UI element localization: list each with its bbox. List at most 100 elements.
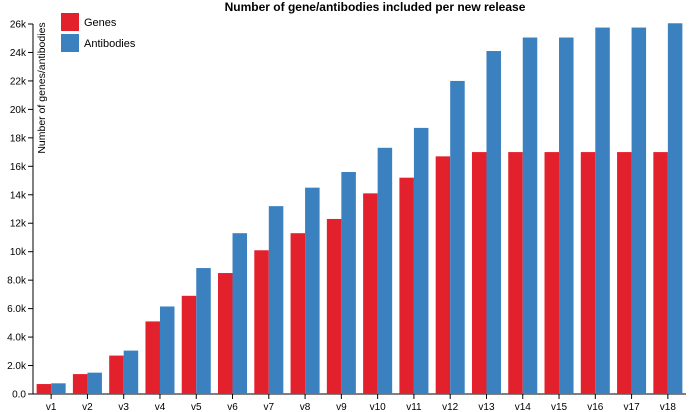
x-tick-label: v14 — [515, 402, 532, 412]
x-tick: v12 — [442, 394, 459, 412]
x-tick-label: v17 — [624, 402, 641, 412]
bar-genes-v11 — [399, 177, 414, 394]
x-tick: v17 — [624, 394, 641, 412]
y-tick: 6.0k — [7, 304, 33, 315]
legend-label-antibodies: Antibodies — [84, 38, 136, 50]
bar-antibodies-v11 — [413, 127, 429, 394]
bar-antibodies-v4 — [159, 306, 175, 394]
chart-title: Number of gene/antibodies included per n… — [225, 0, 526, 14]
y-tick: 24k — [10, 48, 33, 59]
bar-antibodies-v12 — [450, 80, 465, 394]
bar-antibodies-v1 — [51, 383, 66, 394]
bar-antibodies-v17 — [631, 27, 647, 395]
x-tick: v11 — [406, 394, 422, 412]
x-tick: v1 — [46, 394, 57, 412]
x-tick: v8 — [300, 394, 311, 412]
legend-label-genes: Genes — [84, 17, 117, 29]
x-tick-label: v1 — [46, 402, 57, 412]
bar-genes-v6 — [218, 273, 233, 394]
x-tick-label: v8 — [300, 402, 311, 412]
bar-antibodies-v2 — [87, 372, 102, 394]
y-tick: 26k — [10, 20, 33, 31]
bar-genes-v8 — [290, 233, 306, 394]
bar-antibodies-v10 — [377, 147, 393, 394]
bar-genes-v2 — [72, 374, 88, 394]
x-tick: v4 — [155, 394, 166, 412]
bar-genes-v3 — [109, 355, 124, 394]
bar-antibodies-v15 — [559, 37, 574, 395]
bar-antibodies-v3 — [123, 350, 139, 394]
x-tick: v9 — [336, 394, 347, 412]
y-tick: 0.0 — [12, 390, 33, 401]
bar-genes-v10 — [363, 193, 378, 394]
y-tick-label: 16k — [10, 162, 27, 173]
x-tick: v15 — [551, 394, 568, 412]
y-tick-label: 0.0 — [12, 390, 26, 401]
x-tick-label: v3 — [118, 402, 129, 412]
y-tick-label: 6.0k — [7, 304, 27, 315]
bars-group — [36, 23, 683, 395]
y-tick-label: 4.0k — [7, 333, 27, 344]
y-axis-label: Number of genes/antibodies — [36, 22, 48, 153]
x-tick-label: v16 — [587, 402, 604, 412]
y-tick: 2.0k — [7, 361, 33, 372]
y-tick: 22k — [10, 76, 33, 87]
y-tick: 8.0k — [7, 276, 33, 287]
x-tick: v10 — [370, 394, 387, 412]
x-tick: v3 — [118, 394, 129, 412]
bar-antibodies-v18 — [667, 23, 683, 395]
y-tick: 20k — [10, 105, 33, 116]
x-tick-label: v13 — [478, 402, 495, 412]
bar-antibodies-v13 — [486, 51, 501, 395]
x-tick-label: v11 — [406, 402, 422, 412]
y-tick: 4.0k — [7, 333, 33, 344]
x-tick-label: v18 — [660, 402, 677, 412]
bar-genes-v9 — [326, 218, 342, 394]
bar-antibodies-v5 — [196, 268, 211, 394]
bar-genes-v13 — [471, 152, 487, 394]
y-tick-label: 8.0k — [7, 276, 27, 287]
x-tick-label: v10 — [370, 402, 387, 412]
bar-genes-v5 — [181, 295, 197, 394]
x-tick-label: v15 — [551, 402, 568, 412]
x-tick-label: v4 — [155, 402, 166, 412]
bar-genes-v14 — [508, 152, 523, 394]
legend: Genes Antibodies — [61, 13, 136, 52]
y-tick-label: 14k — [10, 190, 27, 201]
x-tick: v2 — [82, 394, 93, 412]
y-tick-label: 24k — [10, 48, 27, 59]
x-tick-label: v7 — [264, 402, 275, 412]
bar-genes-v15 — [544, 152, 560, 394]
bar-antibodies-v7 — [268, 206, 284, 394]
bar-genes-v12 — [435, 156, 451, 394]
bar-antibodies-v16 — [595, 27, 610, 395]
x-tick-label: v6 — [227, 402, 238, 412]
y-tick-label: 26k — [10, 20, 27, 31]
y-axis: 0.0 2.0k 4.0k 6.0k 8.0k 10k 12k 14k 16k 18k 20k 22k… — [7, 20, 34, 401]
y-tick-label: 20k — [10, 105, 27, 116]
bar-antibodies-v8 — [305, 187, 320, 394]
y-tick-label: 22k — [10, 76, 27, 87]
y-tick-label: 12k — [10, 219, 27, 230]
x-tick: v7 — [264, 394, 275, 412]
y-tick: 10k — [10, 247, 33, 258]
x-tick: v5 — [191, 394, 202, 412]
x-tick: v18 — [660, 394, 677, 412]
bar-genes-v18 — [653, 152, 668, 394]
x-tick: v14 — [515, 394, 532, 412]
y-tick: 12k — [10, 219, 33, 230]
y-tick: 16k — [10, 162, 33, 173]
x-tick: v6 — [227, 394, 238, 412]
y-tick-label: 18k — [10, 133, 27, 144]
bar-antibodies-v9 — [341, 172, 356, 394]
bar-genes-v4 — [145, 321, 160, 394]
bar-genes-v16 — [580, 152, 596, 394]
x-tick: v13 — [478, 394, 495, 412]
x-tick-label: v9 — [336, 402, 347, 412]
y-tick: 14k — [10, 190, 33, 201]
y-tick-label: 2.0k — [7, 361, 27, 372]
y-tick-label: 10k — [10, 247, 27, 258]
x-tick: v16 — [587, 394, 604, 412]
bar-genes-v1 — [36, 384, 52, 394]
